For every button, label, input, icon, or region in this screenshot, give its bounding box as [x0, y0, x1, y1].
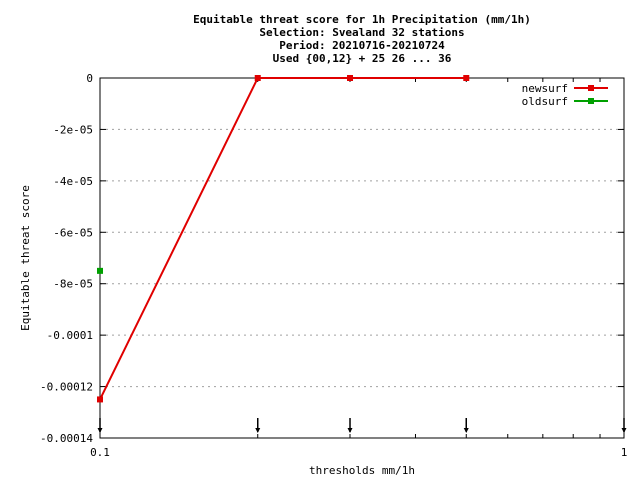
threshold-marker-head — [621, 428, 627, 433]
threshold-marker-head — [255, 428, 261, 433]
chart-title-line: Equitable threat score for 1h Precipitat… — [193, 13, 531, 26]
y-tick-label: -8e-05 — [53, 278, 93, 291]
series — [97, 75, 470, 403]
data-point-oldsurf — [97, 267, 103, 274]
y-tick-label: -0.0001 — [47, 329, 93, 342]
chart-title: Equitable threat score for 1h Precipitat… — [193, 13, 531, 65]
series-line-newsurf — [99, 77, 467, 400]
y-axis-label: Equitable threat score — [19, 185, 32, 331]
grid — [100, 128, 624, 388]
y-tick-label: -4e-05 — [53, 175, 93, 188]
legend-label: newsurf — [522, 82, 568, 95]
plot-frame — [99, 77, 625, 439]
legend-marker-oldsurf — [588, 98, 594, 104]
y-tick-label: -0.00012 — [40, 381, 93, 394]
y-tick-label: 0 — [86, 72, 93, 85]
y-tick-label: -0.00014 — [40, 432, 93, 445]
threshold-marker-head — [347, 428, 353, 433]
y-tick-label: -6e-05 — [53, 226, 93, 239]
chart-title-line: Period: 20210716-20210724 — [279, 39, 445, 52]
data-point-newsurf — [254, 75, 261, 81]
legend-marker-newsurf — [588, 85, 594, 91]
threshold-marker-head — [463, 428, 469, 433]
x-axis-label: thresholds mm/1h — [309, 464, 415, 477]
chart-title-line: Selection: Svealand 32 stations — [259, 26, 464, 39]
x-tick-label: 1 — [621, 446, 628, 459]
y-axis-ticks: 0 -2e-05 -4e-05 -6e-05 -8e-05 -0.0001 -0.00012… — [40, 72, 624, 445]
x-tick-label: 0.1 — [90, 446, 110, 459]
legend-label: oldsurf — [522, 95, 568, 108]
x-axis-ticks: 0.1 1 — [90, 78, 627, 459]
data-point-newsurf — [347, 75, 354, 81]
threshold-marker-head — [97, 428, 103, 433]
y-tick-label: -2e-05 — [53, 123, 93, 136]
data-point-newsurf — [463, 75, 470, 81]
threshold-markers — [97, 418, 627, 433]
chart-title-line: Used {00,12} + 25 26 ... 36 — [273, 52, 452, 65]
data-point-newsurf — [97, 396, 103, 403]
